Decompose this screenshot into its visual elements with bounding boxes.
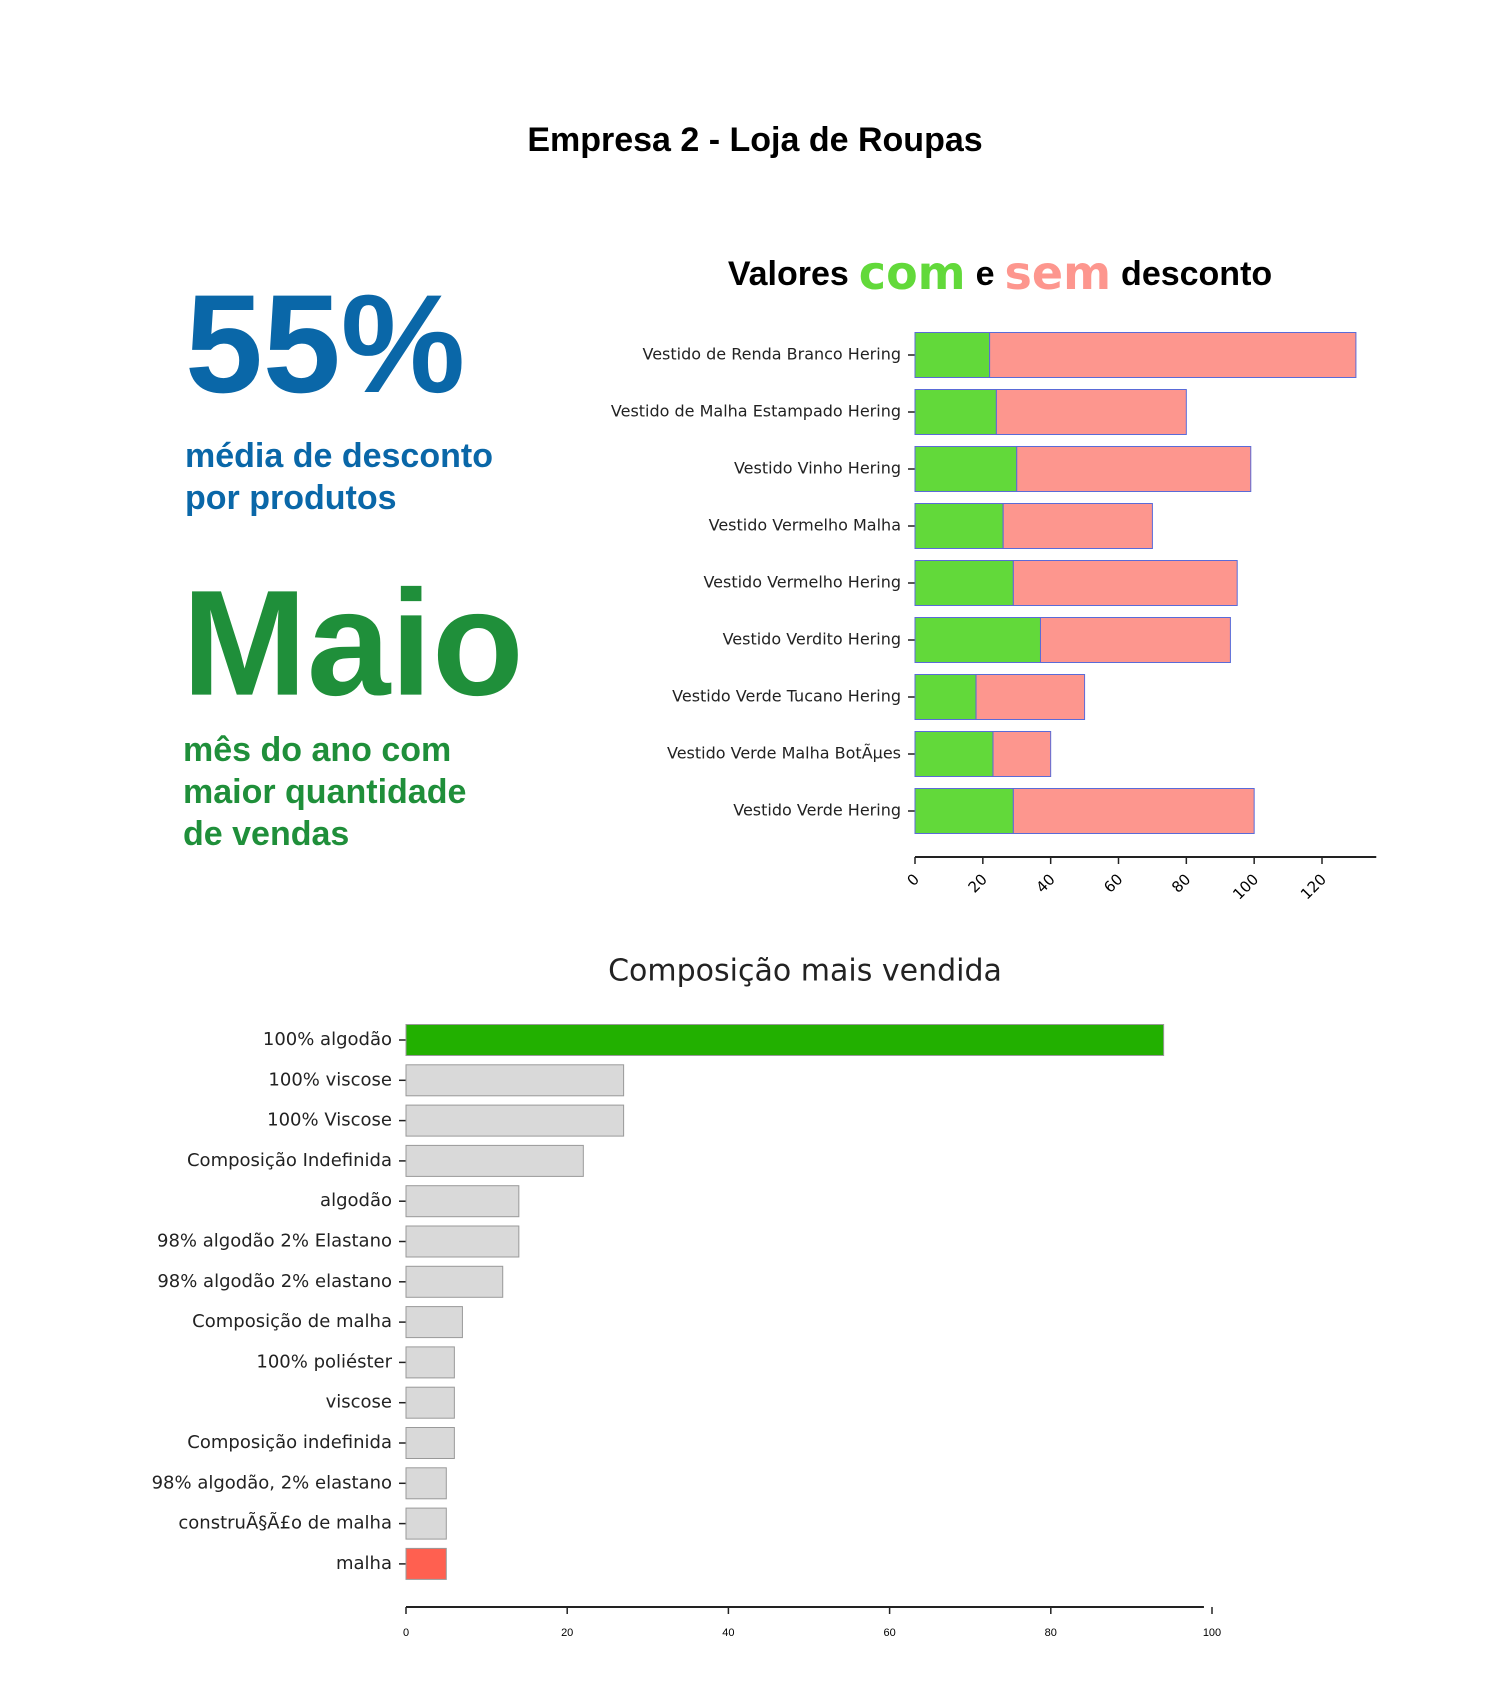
x-tick-label: 20 xyxy=(965,870,991,896)
bar xyxy=(405,1265,504,1298)
chart-title-part: Valores xyxy=(728,255,849,293)
bar xyxy=(405,1144,584,1177)
bar-segment xyxy=(995,389,1187,435)
bar-segment xyxy=(914,617,1041,663)
bar-segment xyxy=(914,731,994,777)
bar xyxy=(405,1064,625,1097)
y-tick-label: 98% algodão, 2% elastano xyxy=(152,1472,392,1493)
bar xyxy=(405,1346,455,1379)
bar-segment xyxy=(975,674,1086,720)
kpi-label: mês do ano com xyxy=(183,731,451,769)
bar-segment xyxy=(1016,446,1252,492)
x-tick-label: 40 xyxy=(1032,870,1058,896)
y-tick-label: 98% algodão 2% elastano xyxy=(157,1271,392,1292)
legend-entry: com xyxy=(859,246,966,300)
bar xyxy=(405,1507,447,1540)
y-tick-label: 100% poliéster xyxy=(256,1351,392,1372)
y-tick-label: Vestido de Malha Estampado Hering xyxy=(611,402,901,421)
y-tick-label: Vestido Verde Malha BotÃµes xyxy=(667,744,901,763)
kpi-label: maior quantidade xyxy=(183,773,466,811)
x-tick-label: 60 xyxy=(1100,870,1126,896)
kpi-label: média de desconto xyxy=(185,437,493,475)
bar xyxy=(405,1225,520,1258)
bar-segment xyxy=(914,446,1018,492)
y-tick-label: Vestido Vermelho Malha xyxy=(709,516,901,535)
y-tick-label: Vestido Verdito Hering xyxy=(723,630,901,649)
y-tick-label: viscose xyxy=(326,1392,392,1413)
bar-segment xyxy=(914,560,1014,606)
kpi-label: por produtos xyxy=(185,479,397,517)
bar-segment xyxy=(1012,788,1255,834)
bar-segment xyxy=(1012,560,1238,606)
y-tick-label: Vestido Verde Tucano Hering xyxy=(672,687,901,706)
y-tick-label: Vestido Vinho Hering xyxy=(734,459,901,478)
y-tick-label: Composição de malha xyxy=(192,1311,392,1332)
kpi-label: de vendas xyxy=(183,815,349,853)
bar-segment xyxy=(992,731,1052,777)
bar xyxy=(405,1386,455,1419)
y-tick-label: Vestido Vermelho Hering xyxy=(703,573,901,592)
x-tick-label: 80 xyxy=(1168,870,1194,896)
bar-segment xyxy=(914,332,991,378)
x-tick-label: 0 xyxy=(904,870,923,889)
bar-segment xyxy=(1002,503,1153,549)
bar xyxy=(405,1024,1165,1056)
bar-segment xyxy=(914,674,977,720)
bar-segment xyxy=(914,503,1004,549)
page-title: Empresa 2 - Loja de Roupas xyxy=(527,121,982,159)
bar-segment xyxy=(914,788,1014,834)
x-tick-label: 120 xyxy=(1297,870,1330,903)
legend-entry: sem xyxy=(1005,246,1112,300)
chart-title: Composição mais vendida xyxy=(608,954,1002,989)
bar xyxy=(405,1467,447,1500)
y-tick-label: Composição Indefinida xyxy=(187,1150,392,1171)
bar xyxy=(405,1427,455,1459)
y-tick-label: 100% Viscose xyxy=(267,1110,392,1131)
chart-title: Valores com e sem desconto xyxy=(728,246,1272,300)
kpi-value: Maio xyxy=(182,559,524,727)
bar xyxy=(405,1306,463,1339)
y-tick-label: algodão xyxy=(320,1190,392,1211)
bar xyxy=(405,1185,520,1218)
x-tick-label: 20 xyxy=(561,1627,573,1639)
bar-segment xyxy=(914,389,997,435)
x-tick-label: 80 xyxy=(1045,1627,1057,1639)
y-tick-label: Composição indefinida xyxy=(187,1432,392,1453)
chart-title-part: desconto xyxy=(1121,255,1272,293)
x-tick-label: 40 xyxy=(722,1627,734,1639)
kpi-value: 55% xyxy=(185,265,465,422)
y-tick-label: Vestido Verde Hering xyxy=(733,801,901,820)
bar-segment xyxy=(989,332,1357,378)
y-tick-label: Vestido de Renda Branco Hering xyxy=(642,345,901,364)
x-tick-label: 100 xyxy=(1229,870,1262,903)
bar-segment xyxy=(1039,617,1231,663)
y-tick-label: 100% algodão xyxy=(263,1029,392,1050)
y-tick-label: 98% algodão 2% Elastano xyxy=(157,1231,392,1252)
x-tick-label: 60 xyxy=(883,1627,895,1639)
y-tick-label: construÃ§Ã£o de malha xyxy=(178,1512,392,1534)
bar xyxy=(405,1104,625,1137)
x-tick-label: 0 xyxy=(403,1627,409,1639)
y-tick-label: 100% viscose xyxy=(268,1069,392,1090)
chart-title-part: e xyxy=(976,255,995,293)
bar xyxy=(405,1547,447,1580)
y-tick-label: malha xyxy=(336,1553,392,1574)
x-tick-label: 100 xyxy=(1203,1627,1221,1639)
